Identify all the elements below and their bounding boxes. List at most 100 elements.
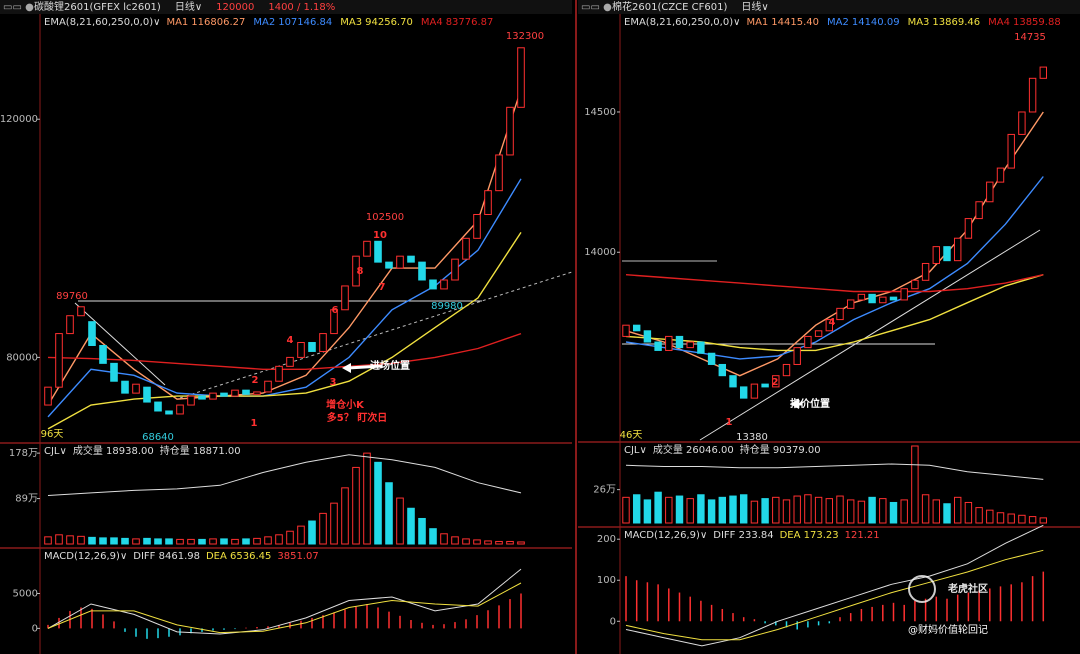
ma-value: 13859.88 bbox=[1013, 17, 1061, 28]
volume-bar bbox=[176, 538, 184, 545]
volume-bar bbox=[932, 499, 941, 524]
candle bbox=[921, 262, 930, 281]
candle bbox=[440, 279, 448, 290]
candle bbox=[911, 279, 919, 290]
indicator-name: EMA(8,21,60,250,0,0)∨ bbox=[44, 17, 160, 28]
ma-value: 83776.87 bbox=[446, 17, 494, 28]
candle bbox=[132, 383, 140, 394]
candle bbox=[665, 335, 673, 351]
annotation: 68640 bbox=[142, 432, 174, 443]
volume-bar bbox=[622, 496, 630, 524]
y-tick-label: 14000 bbox=[584, 247, 616, 258]
ma-name: MA3 bbox=[908, 17, 930, 28]
ma-value: 14140.09 bbox=[852, 17, 900, 28]
macd-label: DIFF 233.84 bbox=[713, 530, 773, 541]
annotation: 3 bbox=[330, 377, 337, 388]
candle bbox=[418, 261, 426, 281]
volume-bar bbox=[868, 496, 876, 524]
ma-line bbox=[47, 89, 522, 406]
macd-title: MACD(12,26,9)∨ bbox=[44, 551, 127, 562]
candle bbox=[275, 365, 283, 382]
candle bbox=[836, 307, 844, 321]
volume-bar bbox=[707, 499, 716, 524]
volume-bar bbox=[996, 512, 1005, 524]
candle bbox=[99, 344, 107, 364]
candle bbox=[879, 296, 887, 304]
y-tick-label: 100 bbox=[597, 575, 616, 586]
volume-bar bbox=[921, 494, 930, 524]
volume-bar bbox=[814, 496, 823, 524]
candle bbox=[996, 167, 1005, 183]
annotation: 10 bbox=[373, 230, 387, 241]
macd-label: 3851.07 bbox=[277, 551, 318, 562]
annotation: 13380 bbox=[736, 432, 768, 443]
candle bbox=[868, 293, 876, 304]
ma-value: 14415.40 bbox=[771, 17, 819, 28]
volume-bar bbox=[253, 537, 261, 545]
volume-bar bbox=[675, 495, 684, 524]
candle bbox=[198, 395, 206, 400]
candle bbox=[986, 181, 994, 203]
candle bbox=[264, 380, 272, 393]
annotation: 增仓小K bbox=[326, 398, 365, 411]
toolbar-symbol: 碳酸锂2601(GFEX lc2601) bbox=[34, 0, 161, 13]
volume-bar bbox=[1018, 514, 1026, 524]
volume-bar bbox=[900, 499, 908, 524]
ma-name: MA1 bbox=[746, 17, 768, 28]
volume-bar bbox=[198, 538, 206, 545]
candle bbox=[451, 258, 459, 281]
candle bbox=[506, 106, 514, 156]
candle bbox=[964, 218, 973, 239]
volume-bar bbox=[729, 495, 737, 524]
macd-dea-line bbox=[47, 582, 522, 634]
watermark-brand: 老虎社区 bbox=[947, 582, 988, 595]
volume-bar bbox=[793, 495, 801, 524]
volume-bar bbox=[964, 501, 973, 524]
y-tick-label: 89万 bbox=[15, 494, 38, 505]
volume-bar bbox=[330, 502, 338, 545]
annotation: 4 bbox=[287, 335, 294, 346]
volume-bar bbox=[308, 520, 316, 545]
volume-bar bbox=[77, 535, 85, 545]
candle bbox=[77, 306, 85, 317]
volume-bar bbox=[462, 538, 470, 545]
volume-bar bbox=[440, 533, 448, 545]
toolbar-period: 日线∨ bbox=[175, 0, 202, 13]
annotation: 进场位置 bbox=[370, 359, 410, 372]
volume-title: CJL∨ bbox=[624, 445, 647, 456]
candle bbox=[165, 410, 173, 415]
y-tick-label: 0 bbox=[32, 623, 38, 634]
ma-line bbox=[625, 274, 1044, 352]
volume-bar bbox=[1007, 513, 1015, 524]
macd-diff-line bbox=[625, 524, 1044, 647]
volume-bar bbox=[286, 530, 294, 545]
candle bbox=[643, 330, 652, 343]
macd-label: DEA 6536.45 bbox=[206, 551, 271, 562]
volume-bar bbox=[1028, 516, 1037, 524]
candle bbox=[975, 201, 983, 220]
ma-value: 107146.84 bbox=[278, 17, 332, 28]
toolbar-change: 1400 / 1.18% bbox=[268, 2, 335, 13]
volume-label: 持仓量 18871.00 bbox=[160, 444, 241, 457]
candle bbox=[686, 341, 694, 349]
volume-bar bbox=[836, 495, 844, 524]
volume-bar bbox=[686, 498, 694, 524]
volume-bar bbox=[374, 461, 382, 545]
volume-bar bbox=[418, 517, 426, 545]
annotation: 8 bbox=[357, 266, 364, 277]
candle bbox=[932, 246, 941, 264]
candle bbox=[385, 261, 393, 269]
annotation: 2 bbox=[772, 377, 779, 388]
ma-line bbox=[625, 176, 1044, 360]
candle bbox=[286, 356, 294, 367]
candle bbox=[253, 391, 261, 395]
volume-bar bbox=[220, 538, 228, 545]
candle bbox=[718, 363, 727, 377]
open-interest-line bbox=[47, 454, 522, 496]
candle bbox=[900, 288, 908, 301]
ma-value: 116806.27 bbox=[191, 17, 245, 28]
annotation: 132300 bbox=[506, 31, 544, 42]
volume-title: CJL∨ bbox=[44, 446, 67, 457]
annotation: 6 bbox=[332, 305, 339, 316]
macd-label: DIFF 8461.98 bbox=[133, 551, 200, 562]
